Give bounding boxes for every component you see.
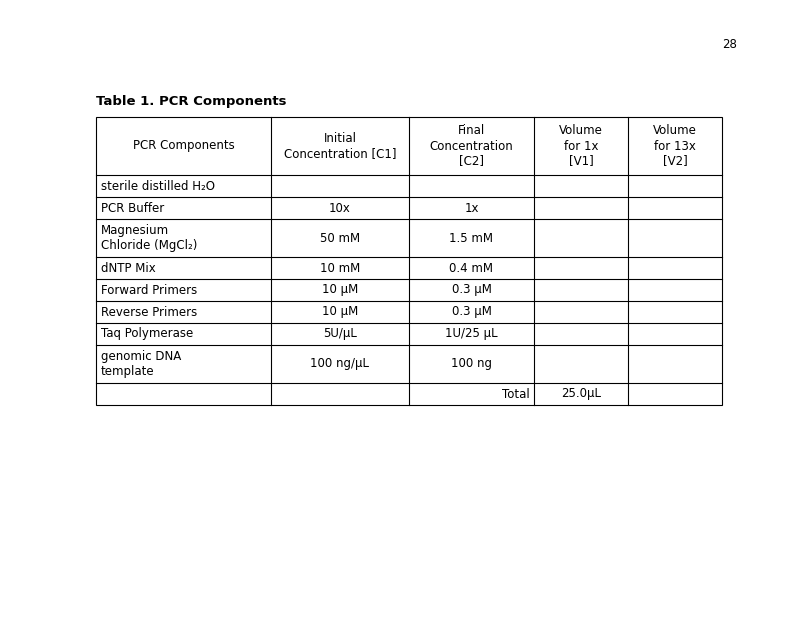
- Text: 100 ng/μL: 100 ng/μL: [311, 357, 370, 371]
- Text: Reverse Primers: Reverse Primers: [101, 305, 197, 318]
- Text: 10 μM: 10 μM: [322, 305, 358, 318]
- Text: 1U/25 μL: 1U/25 μL: [445, 328, 498, 341]
- Text: Magnesium
Chloride (MgCl₂): Magnesium Chloride (MgCl₂): [101, 224, 197, 252]
- Text: Volume
for 13x
[V2]: Volume for 13x [V2]: [653, 124, 697, 167]
- Text: 0.4 mM: 0.4 mM: [450, 261, 493, 274]
- Text: 25.0μL: 25.0μL: [561, 387, 601, 400]
- Text: 0.3 μM: 0.3 μM: [451, 284, 491, 297]
- Text: 28: 28: [722, 38, 738, 51]
- Text: Taq Polymerase: Taq Polymerase: [101, 328, 193, 341]
- Text: 10x: 10x: [329, 201, 351, 214]
- Text: 5U/μL: 5U/μL: [323, 328, 357, 341]
- Text: 0.3 μM: 0.3 μM: [451, 305, 491, 318]
- Text: Initial
Concentration [C1]: Initial Concentration [C1]: [284, 132, 396, 160]
- Text: dNTP Mix: dNTP Mix: [101, 261, 156, 274]
- Text: 10 mM: 10 mM: [320, 261, 360, 274]
- Bar: [96, 117, 722, 405]
- Text: sterile distilled H₂O: sterile distilled H₂O: [101, 179, 215, 192]
- Text: PCR Components: PCR Components: [133, 140, 235, 153]
- Text: Forward Primers: Forward Primers: [101, 284, 197, 297]
- Text: 1.5 mM: 1.5 mM: [450, 232, 493, 245]
- Text: Table 1. PCR Components: Table 1. PCR Components: [96, 95, 286, 108]
- Text: Volume
for 1x
[V1]: Volume for 1x [V1]: [559, 124, 603, 167]
- Text: 50 mM: 50 mM: [320, 232, 360, 245]
- Text: Final
Concentration
[C2]: Final Concentration [C2]: [430, 124, 514, 167]
- Text: genomic DNA
template: genomic DNA template: [101, 350, 181, 378]
- Text: 10 μM: 10 μM: [322, 284, 358, 297]
- Text: Total: Total: [502, 387, 530, 400]
- Text: 100 ng: 100 ng: [451, 357, 492, 371]
- Text: 1x: 1x: [464, 201, 479, 214]
- Text: PCR Buffer: PCR Buffer: [101, 201, 164, 214]
